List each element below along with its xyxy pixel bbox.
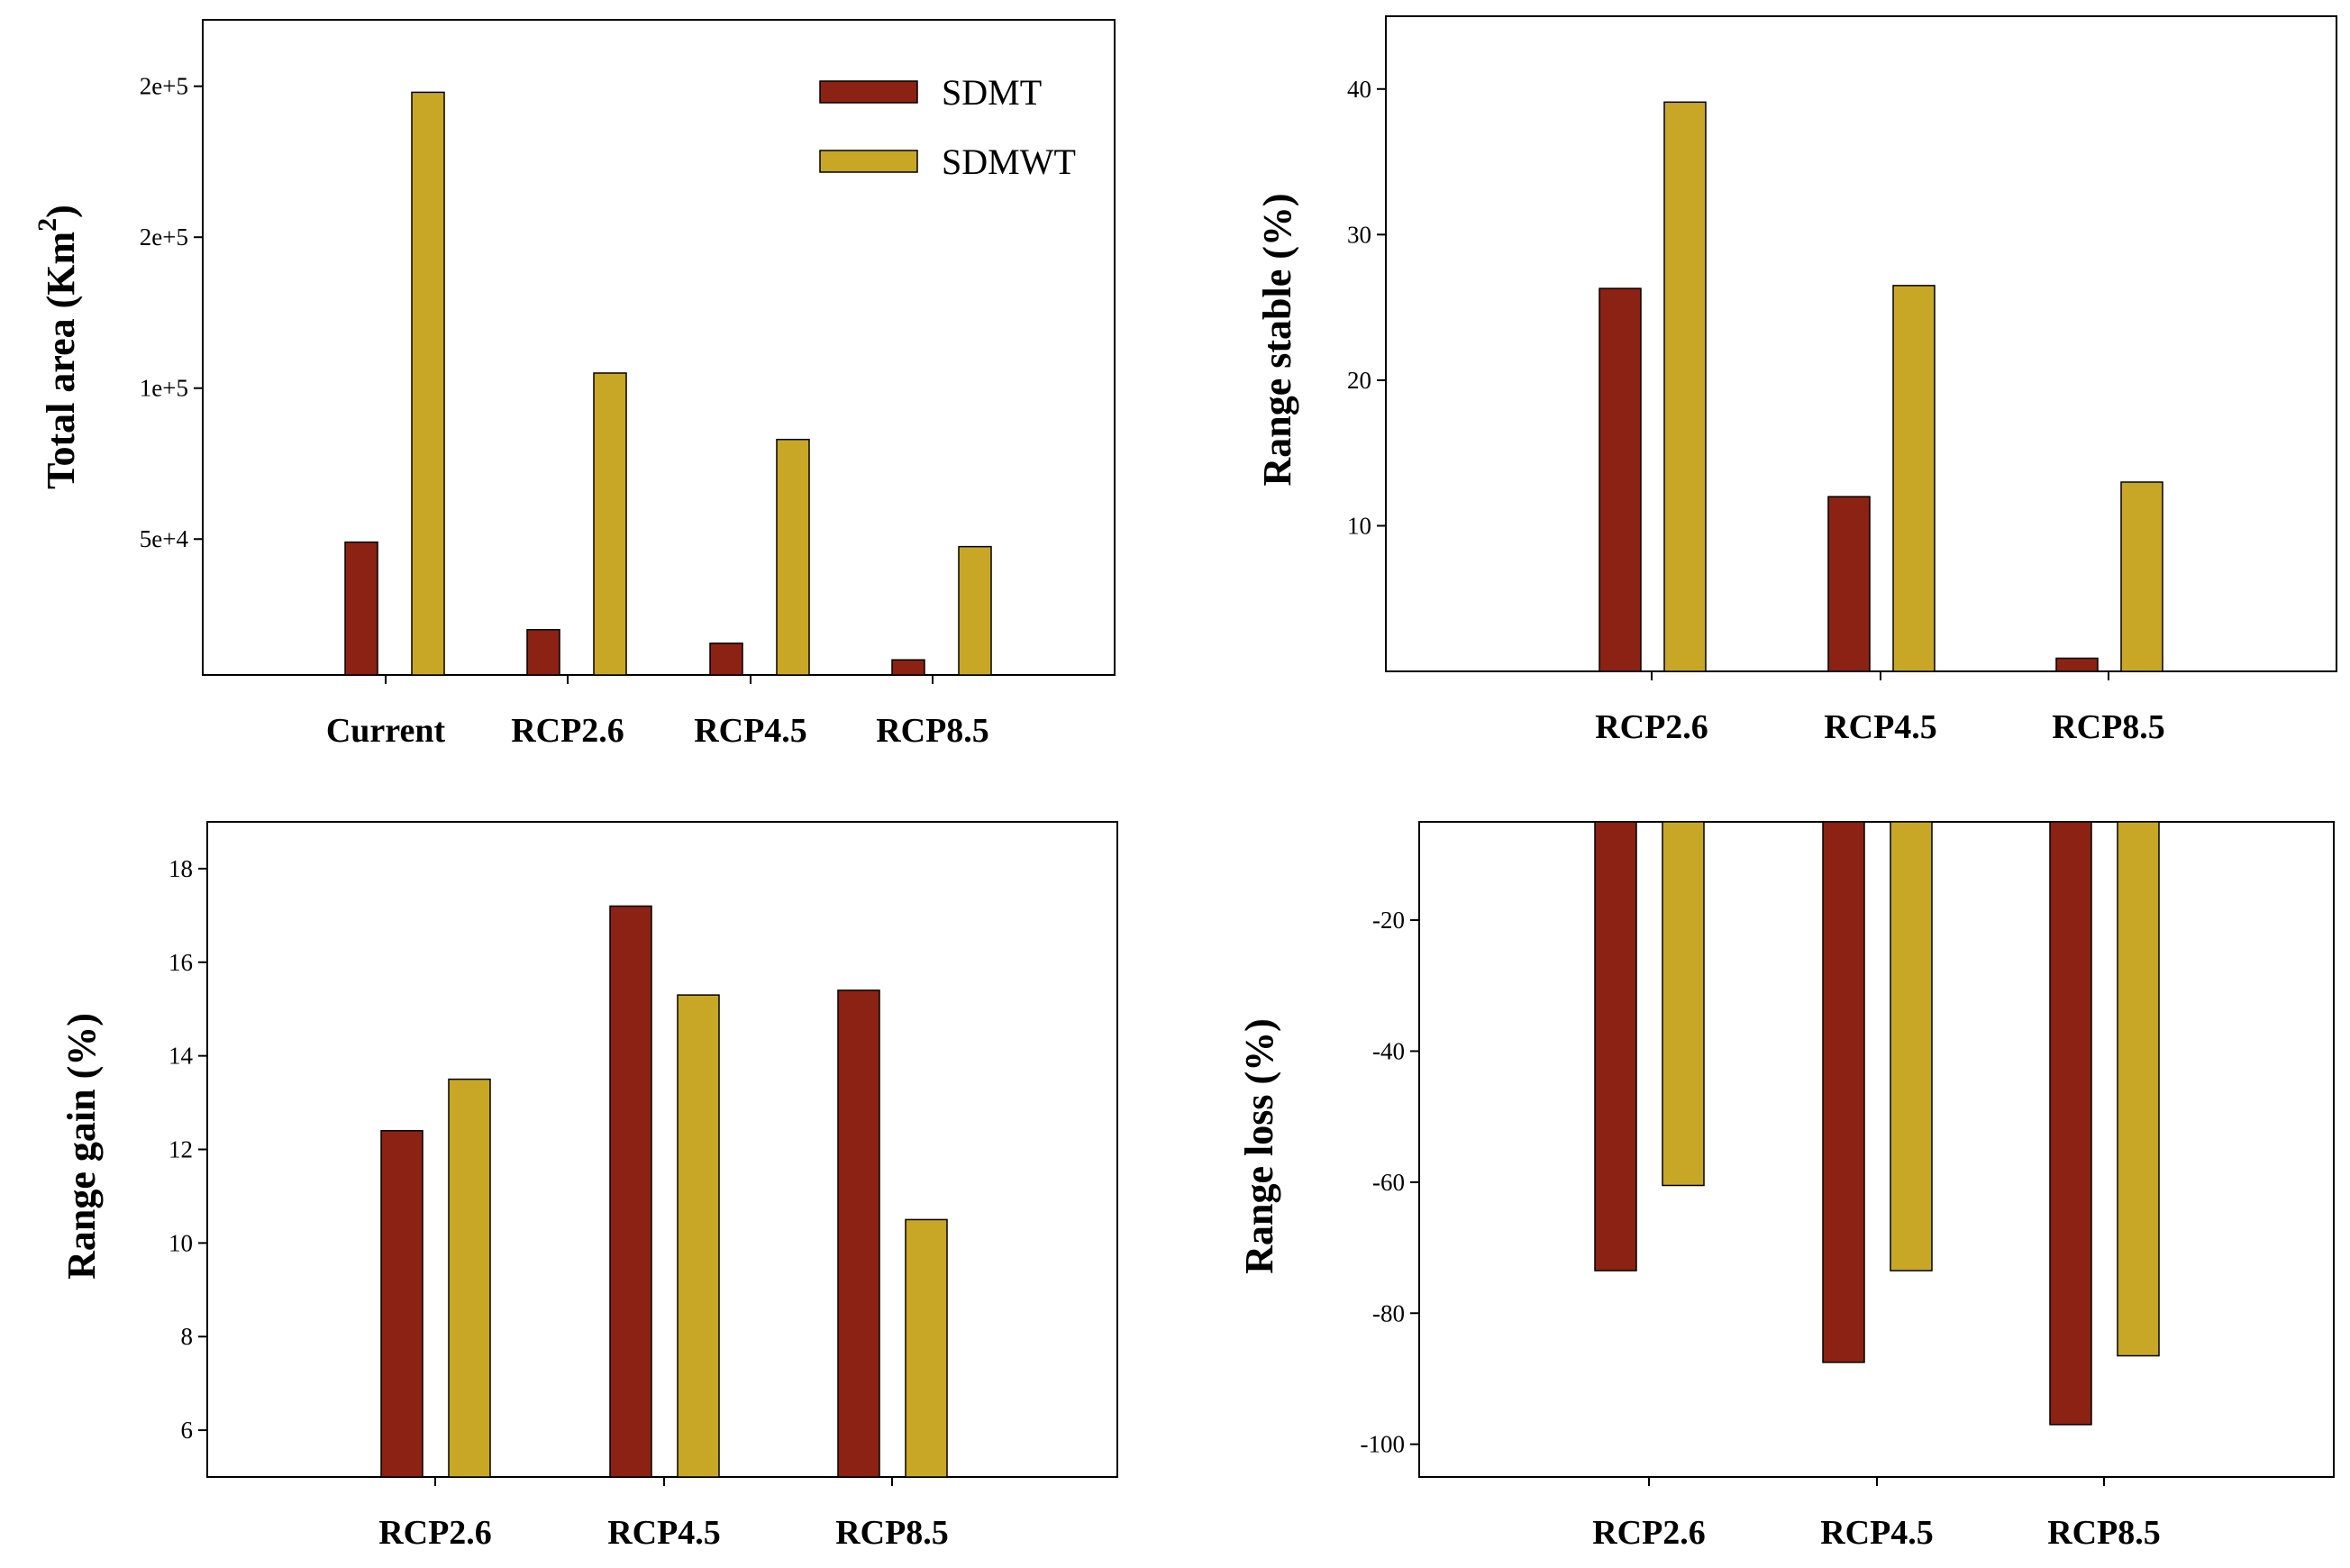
y-tick-label: 1e+5 xyxy=(140,375,188,402)
bar-sdmwt-rcp26 xyxy=(448,1078,491,1478)
x-tick-label: RCP4.5 xyxy=(694,712,807,750)
y-tick-label: 2e+5 xyxy=(140,223,188,251)
y-tick-label: 2e+5 xyxy=(140,73,188,100)
x-labels-range-stable: RCP2.6 RCP4.5 RCP8.5 xyxy=(1595,671,2165,746)
panel-range-loss: -20 -40 -60 -80 -100 RCP2.6 RCP4.5 RCP8.5 Rang… xyxy=(1237,821,2335,1552)
legend-label-sdmwt: SDMWT xyxy=(942,141,1076,182)
y-ticks-range-loss: -20 -40 -60 -80 -100 xyxy=(1361,907,1419,1458)
y-ticks-total-area: 5e+4 1e+5 2e+5 2e+5 xyxy=(140,73,203,552)
y-tick-label: 12 xyxy=(169,1136,193,1163)
panel-range-stable: 10 20 30 40 RCP2.6 RCP4.5 RCP8.5 Range stable… xyxy=(1255,15,2337,746)
bar-sdmt-rcp85 xyxy=(2055,657,2099,672)
x-tick-label: RCP8.5 xyxy=(2052,708,2165,746)
x-tick-label: RCP8.5 xyxy=(876,712,989,750)
bar-sdmt-rcp85 xyxy=(891,659,925,676)
x-tick-label: RCP2.6 xyxy=(1595,708,1708,746)
bar-sdmt-rcp26 xyxy=(1594,821,1637,1272)
bar-sdmwt-rcp45 xyxy=(1892,285,1936,672)
legend-label-sdmt: SDMT xyxy=(942,72,1042,113)
y-tick-label: 5e+4 xyxy=(140,525,189,552)
y-tick-label: 6 xyxy=(181,1417,194,1444)
y-ticks-range-gain: 6 8 10 12 14 16 18 xyxy=(169,855,207,1444)
x-tick-label: RCP2.6 xyxy=(511,712,624,750)
x-tick-label: RCP2.6 xyxy=(1592,1514,1706,1552)
y-tick-label: -100 xyxy=(1361,1431,1406,1458)
bar-sdmt-rcp85 xyxy=(837,989,880,1478)
panel-range-gain: 6 8 10 12 14 16 18 RCP2.6 RCP4.5 RCP8.5 Range ga… xyxy=(59,821,1118,1552)
plot-frame-total-area xyxy=(202,19,1116,676)
bar-sdmt-rcp45 xyxy=(609,905,652,1478)
y-tick-label: -60 xyxy=(1372,1169,1405,1196)
legend: SDMT SDMWT xyxy=(819,72,1076,182)
y-axis-label-range-stable: Range stable (%) xyxy=(1255,193,1299,486)
bar-sdmwt-rcp45 xyxy=(776,438,810,676)
y-axis-label-range-loss: Range loss (%) xyxy=(1237,1018,1281,1274)
panel-total-area: 5e+4 1e+5 2e+5 2e+5 Current RCP2.6 RCP4.5 RCP8… xyxy=(32,19,1116,750)
legend-swatch-sdmt xyxy=(819,80,918,104)
x-tick-label: RCP4.5 xyxy=(1824,708,1937,746)
legend-swatch-sdmwt xyxy=(819,150,918,173)
x-tick-label: RCP8.5 xyxy=(2047,1514,2161,1552)
bars-range-loss xyxy=(1594,821,2160,1426)
bar-sdmt-rcp45 xyxy=(1822,821,1865,1363)
y-tick-label: -80 xyxy=(1372,1299,1405,1326)
bar-sdmwt-rcp85 xyxy=(2120,481,2163,672)
y-tick-label: -20 xyxy=(1372,907,1405,934)
y-tick-label: 8 xyxy=(181,1323,194,1350)
y-tick-label: 10 xyxy=(1347,512,1371,539)
y-tick-label: 30 xyxy=(1347,221,1371,248)
plot-frame-range-gain xyxy=(206,821,1118,1478)
y-tick-label: 40 xyxy=(1347,76,1371,103)
y-tick-label: 18 xyxy=(169,855,193,882)
bar-sdmt-rcp45 xyxy=(709,643,743,676)
bar-sdmwt-current xyxy=(411,91,445,676)
bar-sdmt-rcp26 xyxy=(380,1129,424,1478)
y-tick-label: 16 xyxy=(169,949,193,976)
bars-range-gain xyxy=(380,905,948,1478)
y-tick-label: -40 xyxy=(1372,1037,1405,1064)
bar-sdmwt-rcp85 xyxy=(958,545,992,676)
bar-sdmwt-rcp45 xyxy=(677,994,720,1478)
bar-sdmwt-rcp26 xyxy=(1663,101,1707,672)
x-tick-label: RCP4.5 xyxy=(607,1514,721,1552)
bar-sdmwt-rcp45 xyxy=(1890,821,1933,1272)
plot-frame-range-loss xyxy=(1418,821,2335,1478)
bar-sdmwt-rcp85 xyxy=(2117,821,2160,1357)
bar-sdmt-current xyxy=(344,541,378,676)
x-labels-total-area: Current RCP2.6 RCP4.5 RCP8.5 xyxy=(326,675,989,750)
bars-total-area xyxy=(344,91,992,676)
x-labels-range-loss: RCP2.6 RCP4.5 RCP8.5 xyxy=(1592,1477,2161,1552)
y-ticks-range-stable: 10 20 30 40 xyxy=(1347,76,1386,539)
bar-sdmwt-rcp85 xyxy=(905,1218,948,1478)
x-tick-label: RCP4.5 xyxy=(1820,1514,1934,1552)
x-tick-label: Current xyxy=(326,712,446,750)
bar-sdmwt-rcp26 xyxy=(593,372,627,676)
y-axis-label-total-area: Total area (Km2) xyxy=(32,205,83,489)
x-labels-range-gain: RCP2.6 RCP4.5 RCP8.5 xyxy=(378,1477,949,1552)
bar-sdmt-rcp26 xyxy=(526,628,560,676)
y-axis-label-range-gain: Range gain (%) xyxy=(59,1013,104,1280)
x-tick-label: RCP2.6 xyxy=(378,1514,492,1552)
bar-sdmt-rcp45 xyxy=(1827,496,1871,672)
y-tick-label: 20 xyxy=(1347,367,1371,394)
bar-sdmt-rcp26 xyxy=(1599,287,1642,672)
bars-range-stable xyxy=(1599,101,2163,672)
y-tick-label: 10 xyxy=(169,1229,193,1256)
y-tick-label: 14 xyxy=(169,1043,194,1070)
bar-sdmwt-rcp26 xyxy=(1662,821,1705,1187)
bar-sdmt-rcp85 xyxy=(2049,821,2092,1426)
x-tick-label: RCP8.5 xyxy=(835,1514,949,1552)
